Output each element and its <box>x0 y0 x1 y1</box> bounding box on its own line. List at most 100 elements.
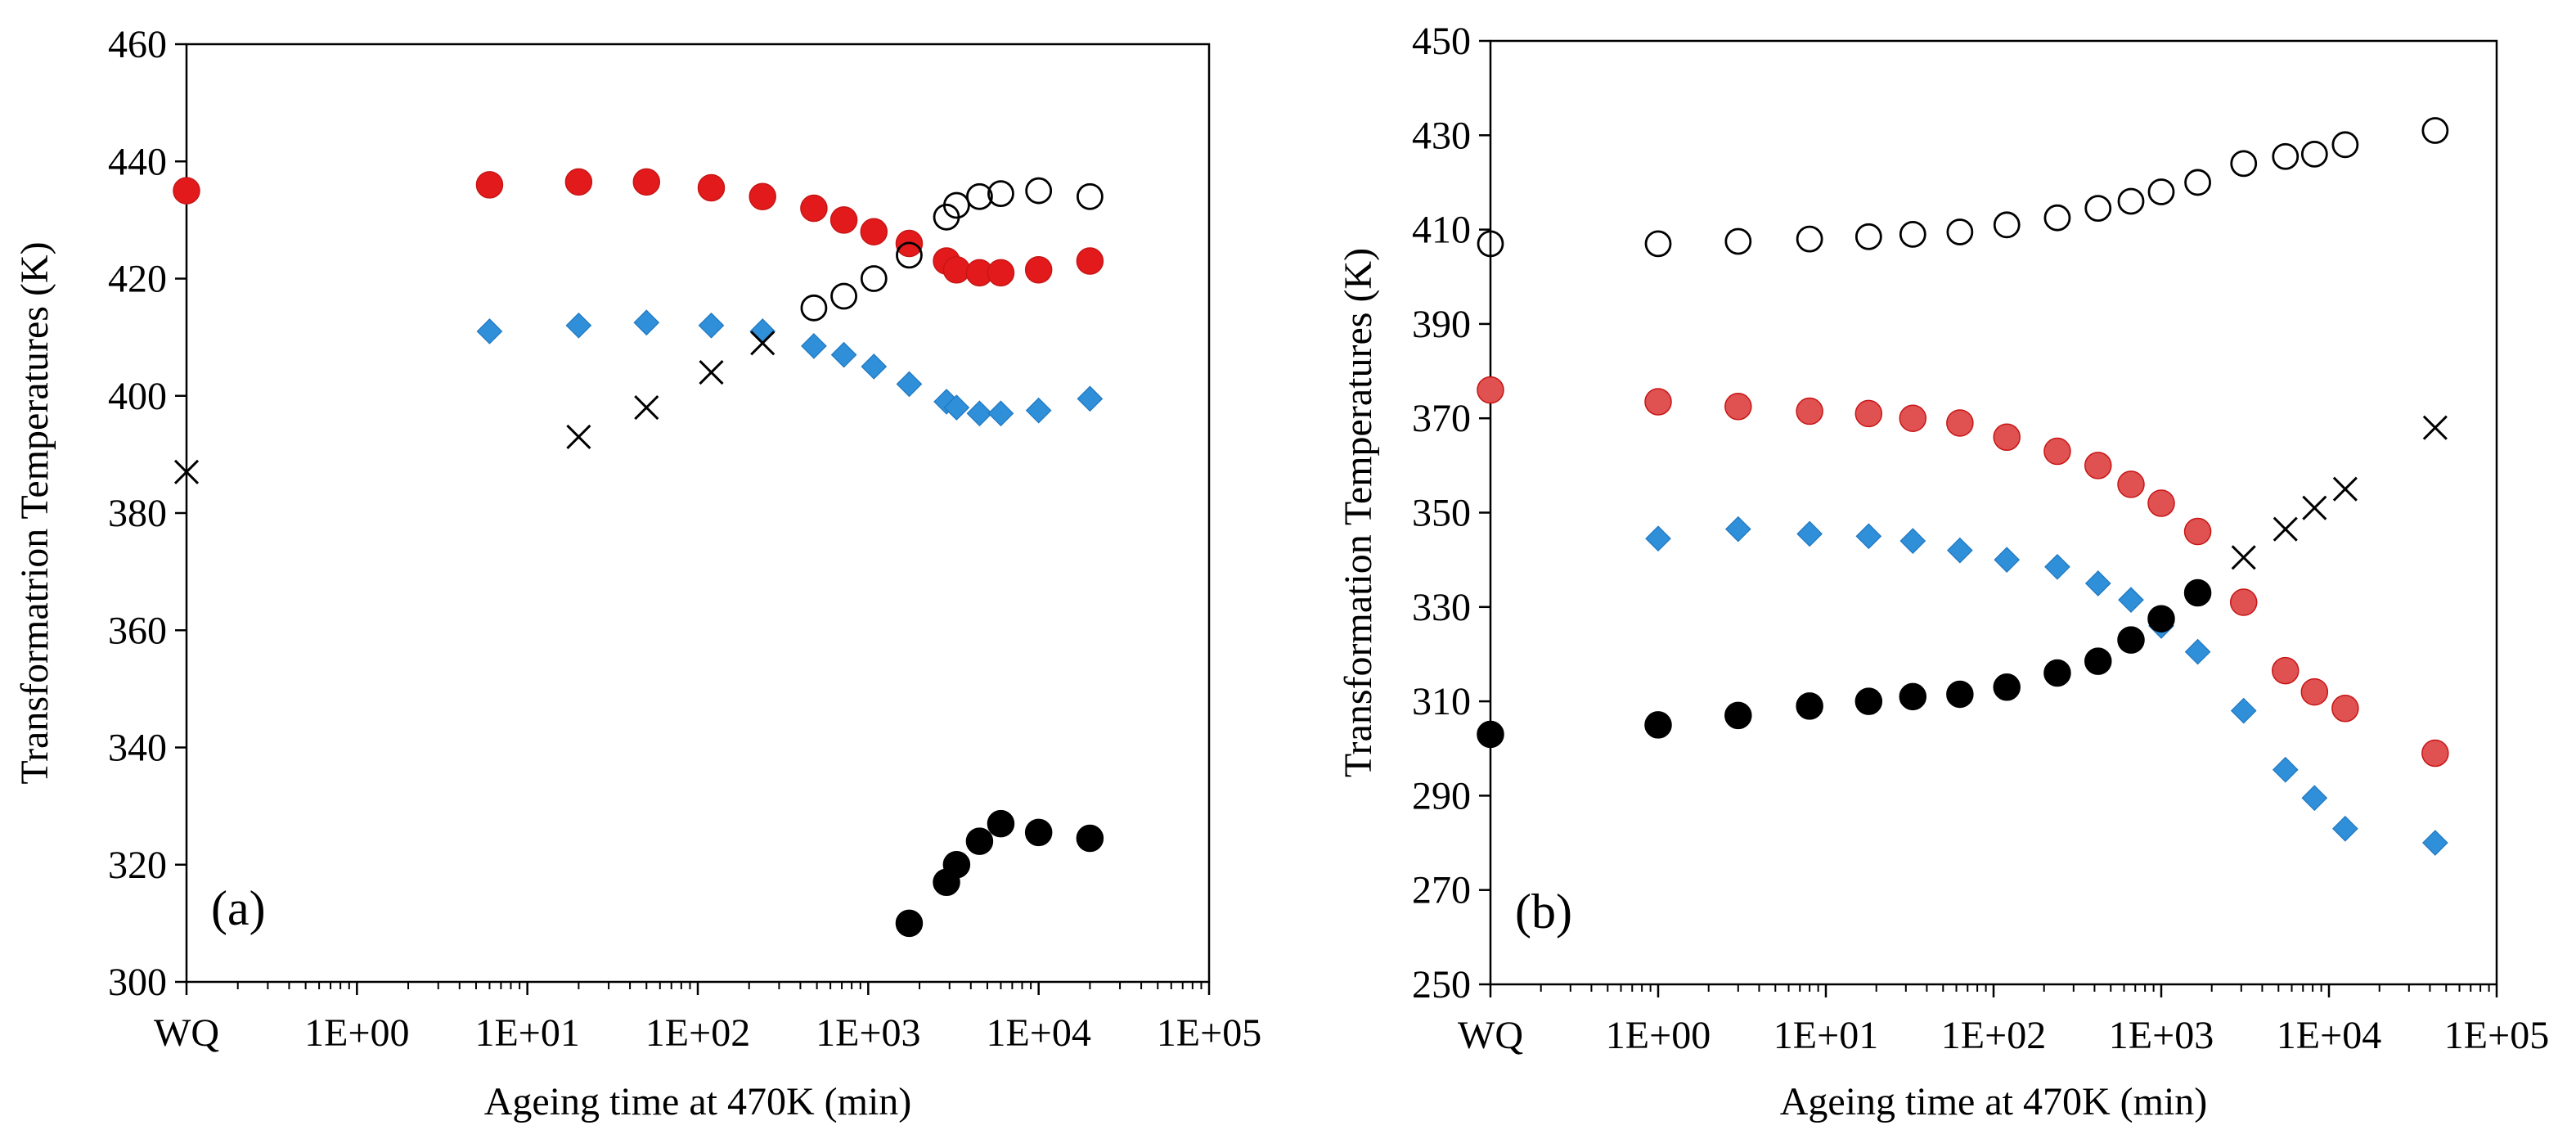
data-point <box>697 173 726 202</box>
data-point <box>749 182 776 210</box>
data-point <box>1025 397 1052 424</box>
data-point <box>1899 682 1927 711</box>
data-point <box>943 394 970 421</box>
series-3 <box>476 309 1104 427</box>
panel-label: (b) <box>1515 885 1572 939</box>
x-tick-label: 1E+05 <box>2444 1014 2549 1057</box>
data-point <box>2272 756 2299 783</box>
data-point <box>942 256 971 284</box>
data-point <box>1946 680 1974 709</box>
data-point <box>801 333 827 359</box>
data-point <box>1645 525 1671 552</box>
data-point <box>1024 256 1053 284</box>
data-point <box>2331 694 2359 723</box>
data-point <box>476 318 503 344</box>
series-5 <box>895 809 1104 938</box>
y-tick-label: 430 <box>1412 114 1471 157</box>
y-tick-label: 390 <box>1412 303 1471 346</box>
data-point <box>2302 495 2327 520</box>
data-point <box>1724 227 1752 255</box>
data-point <box>1724 701 1752 730</box>
data-point <box>1724 393 1752 421</box>
x-tick-label: 1E+04 <box>2277 1014 2381 1057</box>
y-tick-label: 310 <box>1412 680 1471 723</box>
data-point <box>634 395 659 421</box>
data-point <box>2147 605 2175 633</box>
data-point <box>942 191 970 219</box>
data-point <box>1946 218 1974 245</box>
x-tick-label: 1E+03 <box>816 1011 920 1055</box>
data-point <box>2084 452 2112 479</box>
data-point <box>2332 476 2358 502</box>
data-point <box>1993 211 2021 239</box>
data-point <box>1994 547 2021 573</box>
data-point <box>2301 785 2328 812</box>
data-point <box>2084 195 2112 223</box>
series-5 <box>1477 579 2212 749</box>
y-tick-label: 300 <box>108 961 167 1004</box>
y-axis-title: Transformation Temperatures (K) <box>1337 248 1380 777</box>
x-tick-label: 1E+00 <box>304 1011 409 1055</box>
data-point <box>1796 397 1823 425</box>
data-point <box>2300 678 2329 706</box>
data-point <box>2118 587 2144 614</box>
data-point <box>633 309 660 336</box>
data-point <box>1946 409 1974 437</box>
x-tick-label: 1E+03 <box>2109 1014 2214 1057</box>
data-point <box>1796 692 1823 720</box>
data-point <box>2043 437 2071 466</box>
data-point <box>2231 545 2256 570</box>
data-point <box>1644 230 1672 258</box>
data-point <box>1076 247 1104 275</box>
y-tick-label: 460 <box>108 23 167 66</box>
data-point <box>2183 517 2212 546</box>
data-point <box>1076 182 1104 210</box>
data-point <box>896 371 923 398</box>
data-point <box>2272 142 2300 170</box>
y-tick-label: 360 <box>108 609 167 652</box>
data-point <box>1076 824 1104 853</box>
x-tick-label: 1E+02 <box>645 1011 750 1055</box>
data-point <box>2272 656 2300 685</box>
data-point <box>830 282 858 310</box>
data-point <box>1796 520 1823 547</box>
y-tick-label: 270 <box>1412 869 1471 912</box>
data-point <box>942 851 971 879</box>
data-point <box>2044 553 2070 580</box>
data-point <box>2422 415 2448 440</box>
x-tick-label: WQ <box>1458 1014 1523 1057</box>
plot-area <box>185 43 1211 984</box>
data-point <box>965 827 994 855</box>
x-axis-title: Ageing time at 470K (min) <box>1780 1080 2208 1123</box>
data-point <box>1477 230 1504 258</box>
data-point <box>1854 399 1883 428</box>
y-tick-label: 400 <box>108 375 167 418</box>
data-point <box>2084 570 2111 597</box>
y-tick-label: 420 <box>108 258 167 301</box>
series-4 <box>2231 415 2448 570</box>
data-point <box>860 218 888 245</box>
data-point <box>1644 388 1672 416</box>
data-point <box>1477 376 1504 404</box>
data-point <box>987 809 1015 838</box>
data-point <box>2422 830 2448 856</box>
y-tick-label: 380 <box>108 492 167 535</box>
x-tick-label: 1E+05 <box>1157 1011 1261 1055</box>
data-point <box>1025 177 1053 205</box>
series-3 <box>1645 515 2448 856</box>
data-point <box>1899 220 1926 248</box>
data-point <box>1993 423 2021 452</box>
data-point <box>566 424 591 449</box>
data-point <box>2300 140 2328 168</box>
series-1 <box>173 168 1104 287</box>
x-axis-title: Ageing time at 470K (min) <box>484 1080 912 1123</box>
y-tick-label: 440 <box>108 140 167 183</box>
data-point <box>475 171 504 199</box>
data-point <box>1947 537 1973 564</box>
y-tick-label: 330 <box>1412 586 1471 629</box>
x-tick-label: 1E+01 <box>474 1011 579 1055</box>
data-point <box>2084 647 2112 675</box>
x-tick-label: 1E+02 <box>1941 1014 2046 1057</box>
data-point <box>749 318 776 344</box>
